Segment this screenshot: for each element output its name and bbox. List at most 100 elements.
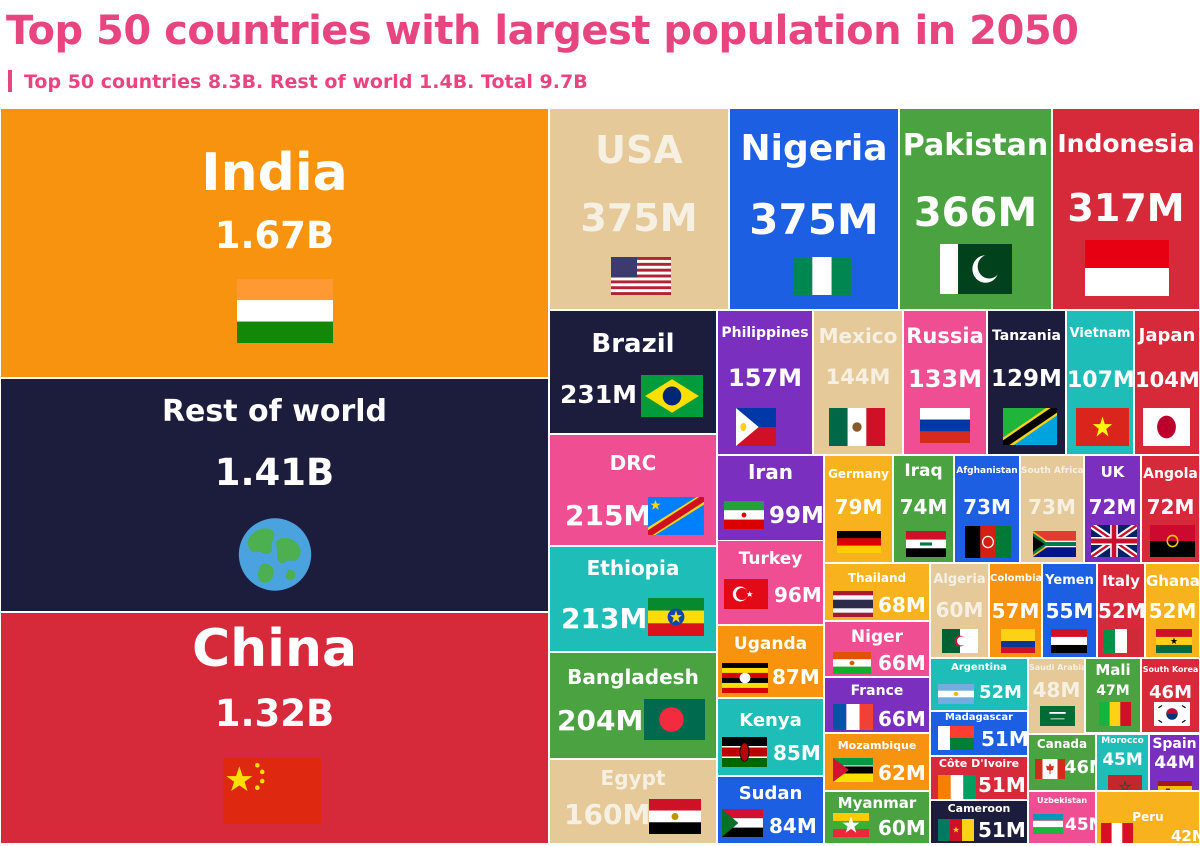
value-russia: 133M bbox=[908, 365, 982, 393]
flag-turkey-icon bbox=[724, 579, 768, 609]
tile-egypt: Egypt 160M bbox=[549, 759, 717, 844]
tile-uk: UK 72M bbox=[1084, 455, 1141, 563]
flag-egypt-icon bbox=[649, 799, 701, 834]
flag-mali-icon bbox=[1099, 702, 1131, 726]
chart-title: Top 50 countries with largest population… bbox=[6, 8, 1079, 54]
label-south-korea: South Korea bbox=[1142, 665, 1199, 674]
label-brazil: Brazil bbox=[591, 329, 675, 359]
flag-india-icon bbox=[237, 279, 333, 343]
label-sudan: Sudan bbox=[738, 783, 803, 804]
flag-south-korea-icon bbox=[1154, 702, 1190, 726]
value-japan: 104M bbox=[1135, 368, 1200, 392]
flag-myanmar-icon bbox=[833, 813, 869, 837]
tile-niger: Niger 66M bbox=[824, 621, 930, 677]
tile-canada: Canada 46M bbox=[1028, 734, 1096, 791]
label-uzbekistan: Uzbekistan bbox=[1036, 796, 1088, 805]
label-philippines: Philippines bbox=[721, 325, 809, 341]
value-south-korea: 46M bbox=[1149, 682, 1192, 703]
label-cameroon: Cameroon bbox=[947, 802, 1011, 815]
label-canada: Canada bbox=[1036, 737, 1088, 751]
flag-philippines-icon bbox=[736, 408, 776, 446]
value-nigeria: 375M bbox=[749, 195, 879, 244]
value-niger: 66M bbox=[878, 651, 926, 675]
flag-colombia-icon bbox=[1001, 629, 1035, 653]
label-drc: DRC bbox=[609, 451, 657, 475]
value-sudan: 84M bbox=[769, 814, 817, 838]
value-pakistan: 366M bbox=[913, 190, 1038, 236]
label-algeria: Algeria bbox=[933, 572, 986, 587]
flag-spain-icon bbox=[1158, 781, 1192, 790]
value-peru: 42M bbox=[1171, 827, 1199, 844]
flag-bangladesh-icon bbox=[644, 699, 705, 740]
tile-japan: Japan 104M bbox=[1134, 310, 1200, 455]
tile-morocco: Morocco 45M bbox=[1096, 734, 1149, 791]
value-south-africa: 73M bbox=[1028, 495, 1076, 519]
tile-kenya: Kenya 85M bbox=[717, 698, 824, 776]
tile-argentina: Argentina 52M bbox=[930, 658, 1028, 711]
flag-nigeria-icon bbox=[793, 257, 851, 295]
flag-saudi-arabia-icon bbox=[1040, 706, 1075, 726]
flag-algeria-icon bbox=[942, 629, 978, 653]
label-thailand: Thailand bbox=[847, 571, 907, 585]
value-mali: 47M bbox=[1096, 683, 1130, 699]
value-brazil: 231M bbox=[560, 380, 638, 409]
value-germany: 79M bbox=[834, 495, 883, 519]
label-myanmar: Myanmar bbox=[837, 794, 917, 812]
tile-south-africa: South Africa 73M bbox=[1020, 455, 1084, 563]
value-italy: 52M bbox=[1098, 599, 1145, 623]
label-afghanistan: Afghanistan bbox=[956, 466, 1018, 476]
value-india: 1.67B bbox=[214, 214, 335, 257]
label-france: France bbox=[850, 683, 904, 699]
flag-argentina-icon bbox=[938, 684, 974, 704]
label-china: China bbox=[191, 619, 358, 679]
tile-turkey: Turkey 96M bbox=[717, 540, 824, 625]
label-mexico: Mexico bbox=[818, 324, 898, 348]
flag-iraq-icon bbox=[906, 531, 946, 557]
flag-indonesia-icon bbox=[1085, 240, 1169, 296]
tile-mexico: Mexico 144M bbox=[813, 310, 903, 455]
label-ghana: Ghana bbox=[1146, 572, 1200, 590]
tile-tanzania: Tanzania 129M bbox=[987, 310, 1066, 455]
label-colombia: Colombia bbox=[990, 573, 1042, 584]
value-myanmar: 60M bbox=[878, 816, 926, 840]
label-argentina: Argentina bbox=[951, 662, 1007, 673]
tile-south-korea: South Korea 46M bbox=[1141, 658, 1200, 733]
value-spain: 44M bbox=[1154, 753, 1195, 773]
value-china: 1.32B bbox=[214, 692, 335, 735]
tile-philippines: Philippines 157M bbox=[717, 310, 813, 455]
value-rest-of-world: 1.41B bbox=[214, 451, 335, 494]
tile-madagascar: Madagascar 51M bbox=[930, 711, 1028, 756]
tile-saudi-arabia: Saudi Arabia 48M bbox=[1028, 658, 1085, 734]
flag-peru-icon bbox=[1101, 823, 1133, 843]
flag-yemen-icon bbox=[1051, 629, 1087, 653]
flag-brazil-icon bbox=[641, 375, 703, 417]
label-turkey: Turkey bbox=[738, 549, 803, 569]
tile-cameroon: Cameroon 51M bbox=[930, 800, 1028, 844]
flag-angola-icon bbox=[1150, 525, 1195, 557]
value-france: 66M bbox=[878, 707, 926, 731]
globe-icon bbox=[230, 516, 320, 593]
tile-germany: Germany 79M bbox=[824, 455, 893, 563]
tile-india: India 1.67B bbox=[0, 108, 549, 378]
flag-mexico-icon bbox=[829, 408, 885, 446]
value-c-te-d-ivoire: 51M bbox=[978, 773, 1026, 797]
label-ethiopia: Ethiopia bbox=[586, 556, 680, 580]
value-iran: 99M bbox=[769, 503, 824, 529]
value-morocco: 45M bbox=[1102, 750, 1143, 770]
flag-ethiopia-icon bbox=[648, 598, 704, 636]
tile-vietnam: Vietnam 107M bbox=[1066, 310, 1134, 455]
tile-sudan: Sudan 84M bbox=[717, 776, 824, 844]
tile-colombia: Colombia 57M bbox=[989, 563, 1042, 658]
tile-myanmar: Myanmar 60M bbox=[824, 791, 930, 844]
tile-france: France 66M bbox=[824, 677, 930, 733]
tile-uzbekistan: Uzbekistan 45M bbox=[1028, 791, 1096, 844]
label-nigeria: Nigeria bbox=[740, 128, 888, 169]
value-kenya: 85M bbox=[773, 741, 821, 765]
flag-ghana-icon bbox=[1156, 629, 1192, 653]
tile-nigeria: Nigeria 375M bbox=[729, 108, 899, 310]
label-vietnam: Vietnam bbox=[1069, 326, 1131, 341]
flag-china-icon bbox=[223, 758, 321, 824]
tile-yemen: Yemen 55M bbox=[1042, 563, 1097, 658]
flag-usa-icon bbox=[611, 257, 671, 295]
tile-peru: Peru 42M bbox=[1096, 791, 1200, 844]
